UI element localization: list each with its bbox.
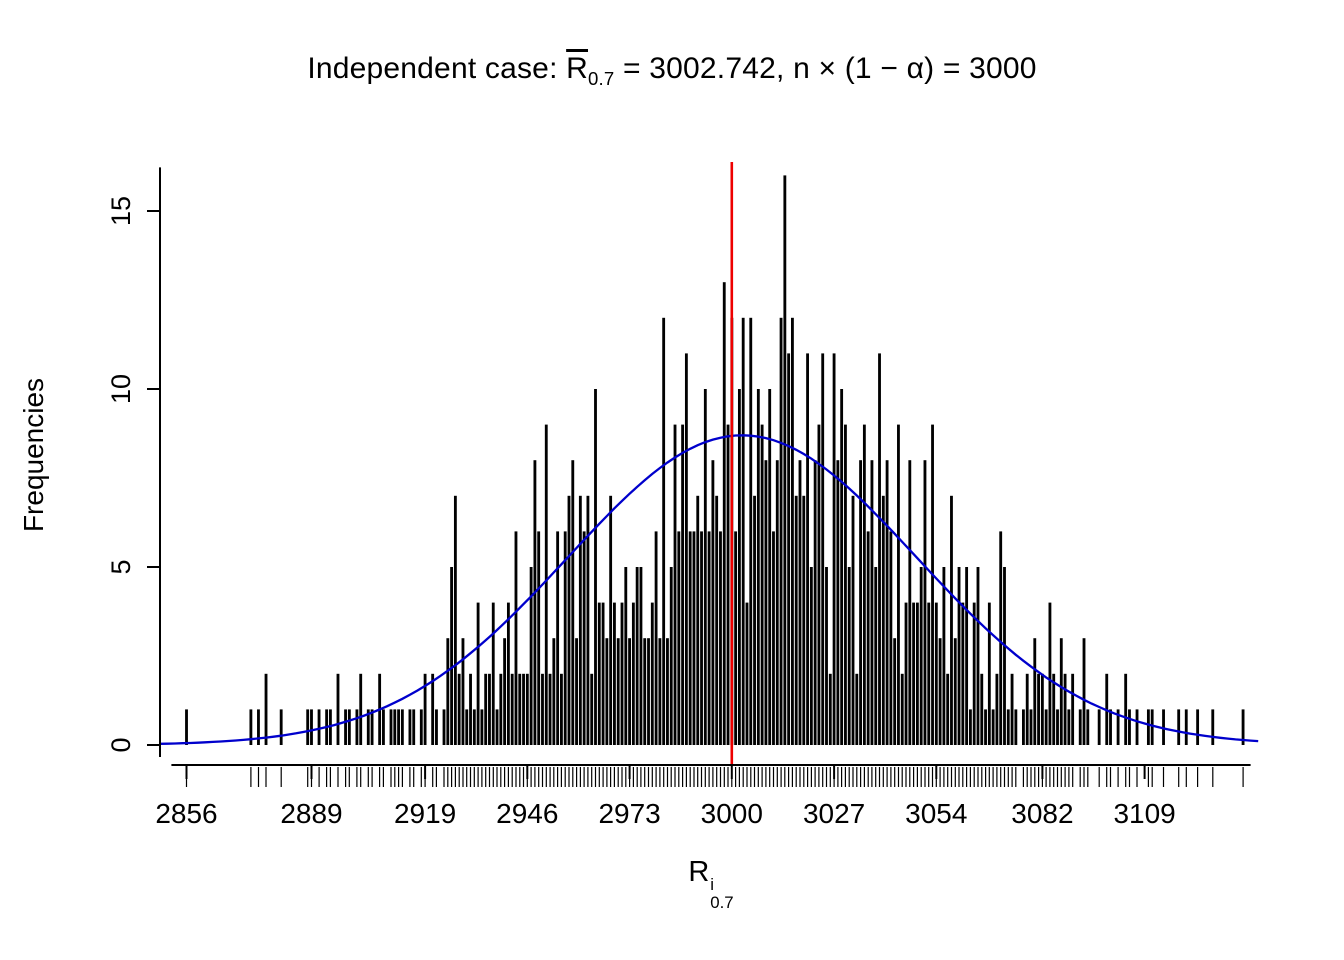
x-tick-label: 3109 [1113,798,1175,829]
y-tick-label: 5 [106,559,136,574]
x-tick-label: 2856 [155,798,217,829]
xlabel-supsub: i 0.7 [710,875,734,912]
x-tick-label: 2946 [496,798,558,829]
y-tick-label: 0 [106,737,136,752]
rbar-symbol: R0.7 [566,52,615,89]
title-n-expression: n × (1 − α) = 3000 [793,52,1037,85]
x-tick-label: 2889 [280,798,342,829]
title-mean-value: = 3002.742, [614,52,794,85]
x-tick-label: 3000 [701,798,763,829]
x-tick-label: 3082 [1011,798,1073,829]
x-tick-label: 2919 [394,798,456,829]
y-tick-label: 10 [106,374,136,404]
y-axis-label: Frequencies [18,377,49,533]
title-prefix: Independent case: [307,52,567,85]
y-tick-label: 15 [106,196,136,226]
histogram-bars [185,175,1245,745]
rug-marks [185,767,1244,787]
x-tick-label: 2973 [598,798,660,829]
x-tick-label: 3027 [803,798,865,829]
x-tick-label: 3054 [905,798,967,829]
normal-curve [159,434,1259,745]
chart-title: Independent case: R0.7 = 3002.742, n × (… [0,52,1344,90]
xlabel-base: R [688,856,710,888]
